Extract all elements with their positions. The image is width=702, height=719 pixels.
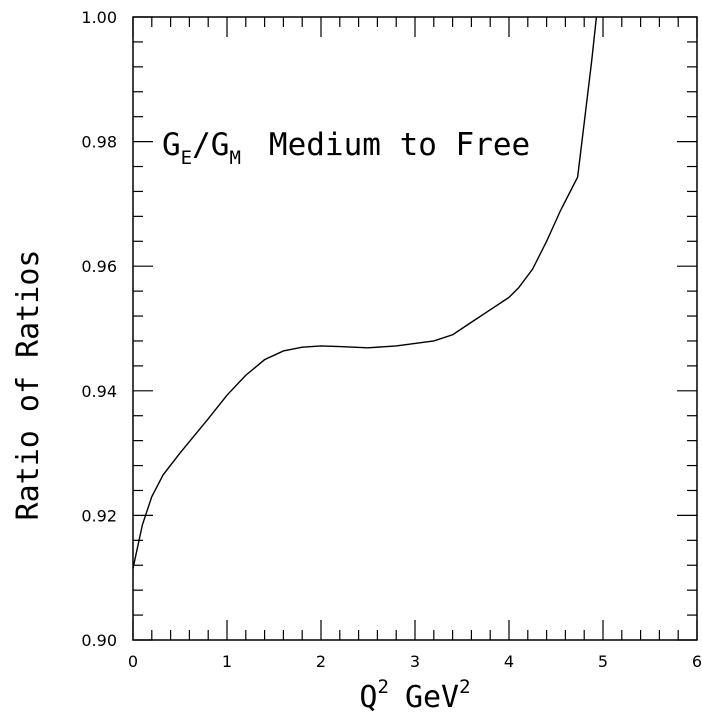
axis-ticks <box>132 16 698 641</box>
x-axis-label: Q2 GeV2 <box>359 676 470 715</box>
y-tick-label: 0.94 <box>81 382 117 401</box>
chart-annotation: GE/GM Medium to Free <box>162 127 530 169</box>
x-tick-label: 0 <box>128 652 138 671</box>
y-tick-label: 0.90 <box>81 631 117 650</box>
x-tick-label: 4 <box>504 652 514 671</box>
y-tick-label: 0.96 <box>81 257 117 276</box>
x-tick-label: 2 <box>316 652 326 671</box>
plot-frame <box>132 16 698 641</box>
x-tick-label: 3 <box>410 652 420 671</box>
series-line <box>132 16 598 569</box>
x-tick-label: 5 <box>598 652 608 671</box>
x-tick-label: 6 <box>692 652 702 671</box>
y-tick-label: 0.92 <box>81 506 117 525</box>
x-tick-label: 1 <box>222 652 232 671</box>
y-tick-label: 1.00 <box>81 8 117 27</box>
y-axis-label: Ratio of Ratios <box>11 250 46 521</box>
tick-labels: 0 1 2 3 4 5 6 0.90 0.92 0.94 0.96 0.98 1.00 <box>81 8 702 671</box>
y-tick-label: 0.98 <box>81 133 117 152</box>
